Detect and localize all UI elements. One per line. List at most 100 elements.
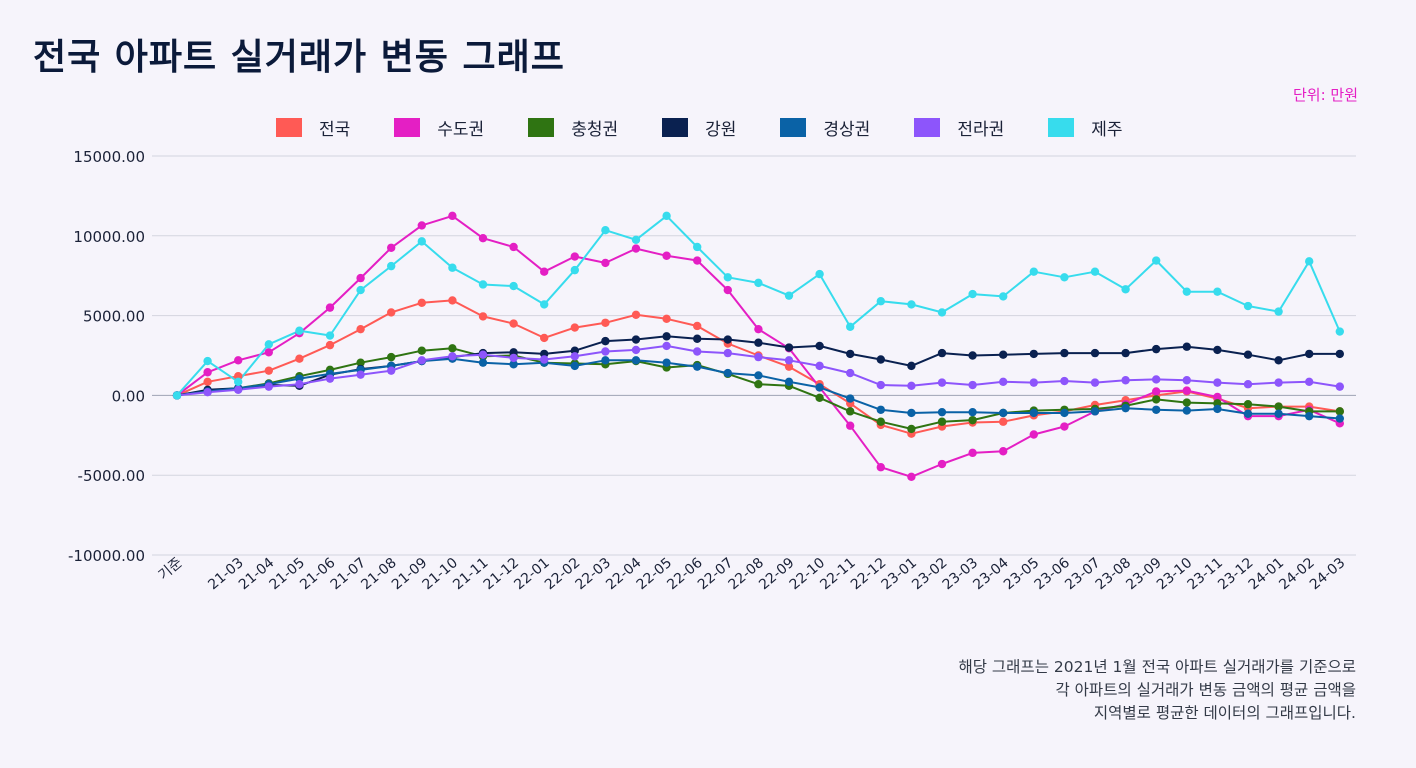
data-point: [784, 362, 794, 371]
legend-item-gangwon[interactable]: 강원: [662, 115, 736, 140]
data-point: [876, 297, 885, 306]
data-point: [1182, 376, 1192, 385]
data-point: [264, 382, 273, 391]
data-point: [264, 366, 273, 375]
data-point: [815, 393, 824, 402]
data-point: [999, 447, 1008, 456]
data-point: [448, 263, 457, 272]
data-point: [417, 346, 426, 355]
data-point: [448, 344, 457, 353]
data-point: [570, 252, 579, 261]
data-point: [1335, 407, 1345, 416]
data-point: [1182, 398, 1192, 407]
data-point: [1060, 422, 1069, 431]
legend-item-gyeongsang[interactable]: 경상권: [780, 115, 870, 140]
data-point: [1305, 257, 1314, 266]
data-point: [1335, 414, 1345, 423]
data-point: [1182, 287, 1192, 296]
legend-item-chungcheong[interactable]: 충청권: [528, 115, 618, 140]
data-point: [1090, 378, 1100, 387]
data-point: [784, 377, 794, 387]
data-point: [815, 341, 824, 351]
data-point: [846, 407, 855, 416]
data-point: [1029, 378, 1039, 387]
data-point: [172, 391, 182, 400]
data-point: [356, 324, 365, 334]
legend-item-nationwide[interactable]: 전국: [276, 115, 350, 140]
y-tick-label: 10000.00: [73, 228, 145, 246]
legend-swatch: [394, 117, 421, 137]
data-point: [1121, 285, 1130, 294]
data-point: [1274, 356, 1283, 365]
data-point: [1305, 377, 1314, 387]
data-point: [754, 380, 763, 389]
legend-label: 경상권: [823, 119, 871, 140]
data-point: [631, 235, 641, 244]
series-line: [176, 357, 1340, 420]
data-point: [570, 361, 579, 371]
data-point: [570, 265, 579, 275]
data-point: [1243, 350, 1253, 359]
data-point: [540, 300, 549, 309]
data-point: [1090, 267, 1100, 276]
data-point: [509, 242, 518, 252]
data-point: [478, 280, 488, 289]
series-line: [176, 299, 1340, 435]
data-point: [417, 356, 426, 365]
data-point: [999, 377, 1008, 387]
data-point: [693, 334, 702, 343]
data-point: [601, 347, 610, 356]
data-point: [1182, 342, 1192, 351]
data-point: [1060, 273, 1069, 282]
data-point: [784, 291, 794, 300]
data-point: [937, 348, 947, 358]
data-point: [846, 349, 855, 359]
data-point: [234, 377, 243, 387]
data-point: [356, 370, 365, 379]
legend-item-jeolla[interactable]: 전라권: [914, 115, 1004, 140]
data-point: [356, 273, 365, 283]
data-point: [968, 407, 977, 417]
data-point: [417, 298, 426, 308]
data-point: [1335, 349, 1345, 359]
data-point: [815, 269, 824, 279]
data-point: [1090, 348, 1100, 358]
data-point: [999, 408, 1008, 418]
data-point: [1029, 349, 1039, 359]
x-tick-label: 기준: [156, 555, 186, 584]
data-point: [999, 417, 1008, 426]
data-point: [754, 352, 763, 362]
data-point: [876, 417, 885, 426]
data-point: [1305, 411, 1314, 421]
data-point: [754, 278, 763, 288]
data-point: [1335, 382, 1345, 391]
legend-label: 전라권: [957, 119, 1005, 140]
legend: 전국 수도권 충청권 강원 경상권 전라권 제주: [276, 115, 1167, 140]
data-point: [999, 292, 1008, 301]
data-point: [540, 355, 549, 364]
data-point: [631, 356, 641, 365]
data-point: [907, 424, 916, 434]
legend-item-capital-area[interactable]: 수도권: [394, 115, 484, 140]
data-point: [509, 353, 518, 363]
data-point: [662, 251, 671, 260]
data-point: [1182, 386, 1192, 395]
data-point: [784, 343, 794, 352]
data-point: [1029, 430, 1039, 439]
data-point: [876, 355, 885, 364]
data-point: [907, 381, 916, 391]
data-point: [1121, 348, 1130, 358]
data-point: [754, 324, 763, 334]
data-point: [203, 368, 212, 377]
data-point: [570, 323, 579, 332]
legend-swatch: [528, 117, 555, 137]
data-point: [387, 308, 396, 317]
data-point: [601, 356, 610, 365]
data-point: [631, 310, 641, 320]
data-point: [1060, 376, 1069, 386]
data-point: [1213, 392, 1222, 402]
data-point: [478, 312, 488, 321]
legend-item-jeju[interactable]: 제주: [1048, 115, 1123, 140]
data-point: [478, 350, 488, 359]
